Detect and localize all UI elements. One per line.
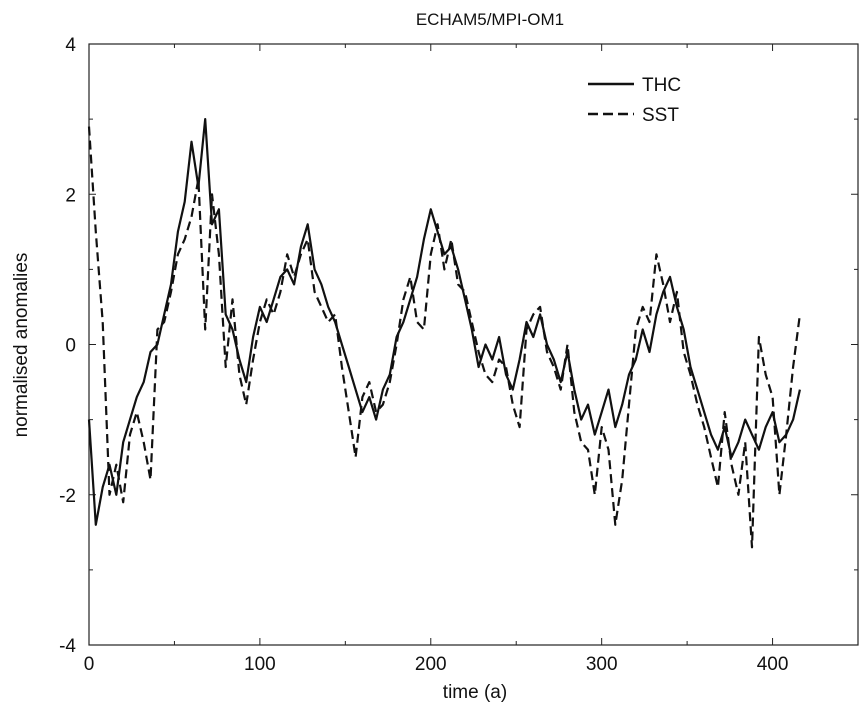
y-axis-label: normalised anomalies [11, 253, 32, 438]
legend: THC SST [588, 75, 681, 126]
series-line-thc [87, 117, 801, 526]
x-tick-label: 300 [586, 654, 618, 675]
series-line-sst [87, 126, 801, 549]
y-tick-label: -2 [59, 486, 76, 507]
y-tick-label: 0 [65, 336, 76, 357]
legend-label-thc: THC [642, 75, 681, 96]
x-tick-label: 100 [244, 654, 276, 675]
x-tick-label: 0 [84, 654, 95, 675]
x-axis-label: time (a) [443, 682, 507, 703]
chart-title: ECHAM5/MPI-OM1 [416, 10, 564, 29]
legend-label-sst: SST [642, 105, 679, 126]
y-tick-label: 2 [65, 185, 76, 206]
series-lines [87, 117, 801, 549]
x-tick-label: 200 [415, 654, 447, 675]
x-tick-label: 400 [757, 654, 789, 675]
y-tick-label: -4 [59, 636, 76, 657]
axis-ticks: 0 100 200 300 400 -4 -2 0 2 4 [59, 35, 858, 675]
y-tick-label: 4 [65, 35, 76, 56]
